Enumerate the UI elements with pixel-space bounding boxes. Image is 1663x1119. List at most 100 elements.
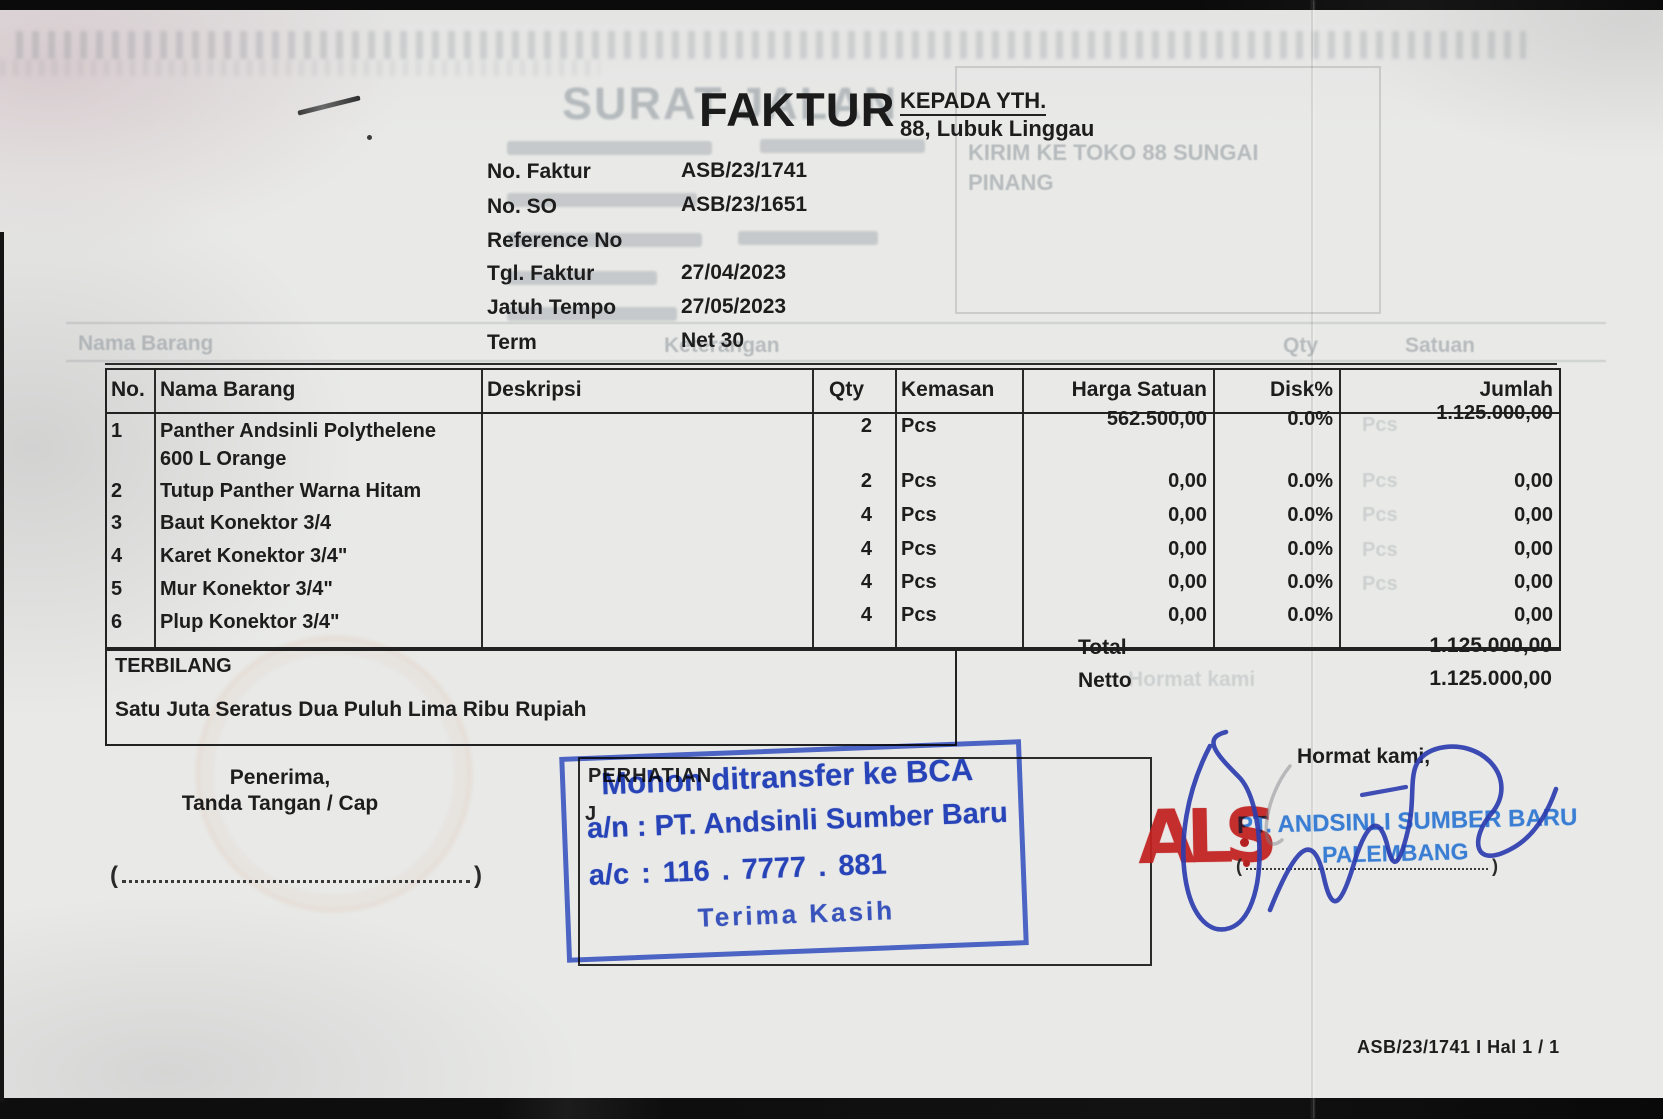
- stamp-line-account-number: a/c : 116 . 7777 . 881: [588, 848, 888, 892]
- dotted-fill: [1246, 867, 1488, 870]
- recipient-address: 88, Lubuk Linggau: [900, 116, 1095, 141]
- table-column-divider: [1213, 370, 1215, 647]
- cell-jumlah: 0,00: [1514, 604, 1553, 626]
- paren-close: ): [474, 862, 482, 889]
- table-column-divider: [481, 370, 483, 647]
- right-signature-line: (): [1236, 856, 1498, 877]
- ghost-meta-bar: [507, 271, 657, 285]
- meta-value-tgl-faktur: 27/04/2023: [681, 261, 787, 284]
- meta-label-reference-no: Reference No: [487, 229, 623, 252]
- cell-disk: 0.0%: [1287, 504, 1333, 526]
- netto-label: Netto: [1078, 669, 1132, 692]
- meta-label-jatuh-tempo: Jatuh Tempo: [487, 296, 617, 319]
- col-header-jumlah: Jumlah: [1479, 378, 1553, 401]
- ghost-col-keterangan: Keterangan: [664, 334, 780, 357]
- cell-kemasan: Pcs: [901, 604, 937, 626]
- cell-no: 3: [111, 512, 123, 534]
- cell-harga: 0,00: [1168, 538, 1207, 560]
- table-column-divider: [895, 370, 897, 647]
- table-column-divider: [1339, 370, 1341, 647]
- footer-page-info: ASB/23/1741 I Hal 1 / 1: [1357, 1037, 1560, 1057]
- cell-qty: 4: [860, 538, 872, 560]
- cell-kemasan: Pcs: [901, 415, 937, 437]
- table-column-divider: [154, 370, 156, 647]
- meta-value-term: Net 30: [681, 329, 745, 352]
- ghost-title-surat-jalan: SURAT JALAN: [562, 78, 899, 129]
- cell-no: 5: [111, 578, 123, 600]
- penerima-label: Penerima,: [229, 766, 331, 789]
- cell-no: 2: [111, 480, 123, 502]
- table-column-divider: [1022, 370, 1024, 647]
- cell-qty: 4: [860, 604, 872, 626]
- cell-kemasan: Pcs: [901, 504, 937, 526]
- cell-jumlah: 0,00: [1514, 470, 1553, 492]
- ink-dot: [367, 135, 372, 140]
- col-header-nama-barang: Nama Barang: [160, 378, 296, 401]
- cell-harga: 0,00: [1168, 604, 1207, 626]
- cell-disk: 0.0%: [1287, 571, 1333, 593]
- paren-close: ): [1492, 856, 1498, 876]
- terbilang-box: TERBILANG Satu Juta Seratus Dua Puluh Li…: [105, 649, 957, 746]
- cell-qty: 4: [860, 504, 872, 526]
- col-header-disk: Disk%: [1269, 378, 1333, 401]
- cell-no: 1: [111, 420, 123, 442]
- perhatian-box: PERHATIAN J: [578, 757, 1152, 966]
- cell-disk: 0.0%: [1287, 470, 1333, 492]
- col-header-no: No.: [111, 378, 145, 401]
- col-header-kemasan: Kemasan: [901, 378, 995, 401]
- meta-label-term: Term: [487, 331, 537, 354]
- total-value: 1.125.000,00: [1429, 634, 1552, 657]
- cell-jumlah: 0,00: [1514, 504, 1553, 526]
- cell-no: 6: [111, 611, 123, 633]
- cell-disk: 0.0%: [1287, 538, 1333, 560]
- bank-transfer-stamp: Mohon ditransfer ke BCA a/n : PT. Andsin…: [559, 739, 1029, 963]
- ghost-pcs: Pcs: [1362, 539, 1398, 561]
- cell-jumlah: 0,00: [1514, 571, 1553, 593]
- document-title: FAKTUR: [699, 83, 896, 136]
- scan-edge-left: [0, 232, 4, 1102]
- col-header-harga-satuan: Harga Satuan: [1071, 378, 1207, 401]
- cell-nama: Baut Konektor 3/4: [160, 512, 332, 534]
- perhatian-partial-text: J: [585, 803, 597, 825]
- meta-value-no-faktur: ASB/23/1741: [681, 159, 808, 182]
- col-header-deskripsi: Deskripsi: [487, 378, 582, 401]
- ghost-col-nama-barang: Nama Barang: [78, 332, 214, 355]
- ghost-delivery-note-line2: PINANG: [968, 170, 1054, 195]
- meta-label-no-faktur: No. Faktur: [487, 160, 591, 183]
- cell-kemasan: Pcs: [901, 571, 937, 593]
- staple-mark: [297, 95, 361, 116]
- terbilang-label: TERBILANG: [115, 655, 232, 677]
- ghost-recipient-box: [955, 66, 1381, 314]
- ghost-pcs: Pcs: [1362, 504, 1398, 526]
- ghost-meta-bar: [507, 307, 677, 321]
- meta-label-no-so: No. SO: [487, 195, 558, 218]
- netto-value: 1.125.000,00: [1429, 667, 1552, 690]
- ghost-hormat-kami: Hormat kami: [1128, 668, 1256, 691]
- meta-value-no-so: ASB/23/1651: [681, 193, 808, 216]
- ghost-pcs: Pcs: [1362, 573, 1398, 595]
- ghost-delivery-note-line1: KIRIM KE TOKO 88 SUNGAI: [968, 140, 1259, 165]
- cell-qty: 4: [860, 571, 872, 593]
- cell-kemasan: Pcs: [901, 538, 937, 560]
- stamp-line-thanks: Terima Kasih: [697, 895, 896, 933]
- cell-nama: Tutup Panther Warna Hitam: [160, 480, 422, 502]
- cell-harga: 0,00: [1168, 470, 1207, 492]
- table-column-divider: [812, 370, 814, 647]
- col-header-qty: Qty: [829, 378, 865, 401]
- meta-label-tgl-faktur: Tgl. Faktur: [487, 262, 595, 285]
- paren-open: (: [1236, 856, 1242, 876]
- tanda-tangan-label: Tanda Tangan / Cap: [181, 792, 379, 815]
- left-signature-line: (): [110, 862, 482, 890]
- scan-edge-top: [0, 0, 1663, 10]
- paper-crease-vertical: [1311, 0, 1313, 1119]
- scan-edge-bottom: [0, 1098, 1663, 1119]
- perhatian-label: PERHATIAN: [588, 765, 713, 787]
- items-table: No. Nama Barang Deskripsi Qty Kemasan Ha…: [105, 363, 1561, 651]
- cell-kemasan: Pcs: [901, 470, 937, 492]
- cell-nama: Plup Konektor 3/4": [160, 611, 340, 633]
- meta-value-jatuh-tempo: 27/05/2023: [681, 295, 787, 318]
- cell-qty: 2: [860, 470, 872, 492]
- ghost-meta-bar: [738, 231, 878, 245]
- ghost-meta-bar: [507, 141, 712, 155]
